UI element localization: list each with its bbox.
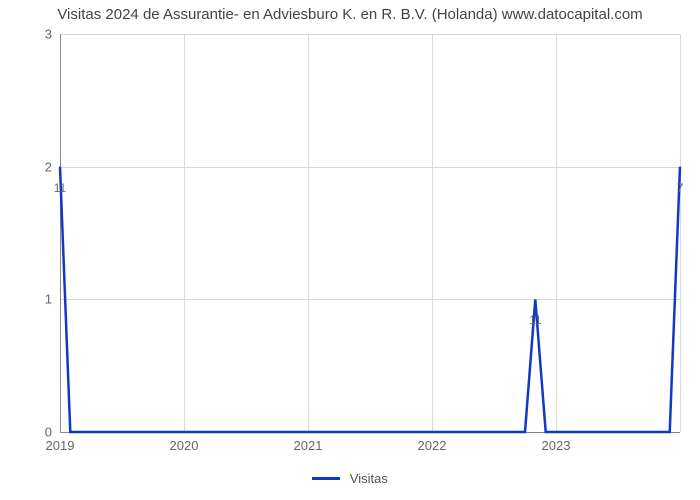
series-line	[60, 34, 680, 432]
data-point-label: 11	[529, 313, 541, 327]
chart-title: Visitas 2024 de Assurantie- en Adviesbur…	[0, 6, 700, 23]
legend-swatch	[312, 477, 340, 480]
x-tick-label: 2023	[542, 432, 571, 453]
y-tick-label: 1	[45, 292, 60, 307]
legend: Visitas	[0, 470, 700, 486]
y-tick-label: 2	[45, 159, 60, 174]
line-chart: Visitas 2024 de Assurantie- en Adviesbur…	[0, 0, 700, 500]
x-tick-label: 2019	[46, 432, 75, 453]
x-tick-label: 2022	[418, 432, 447, 453]
y-tick-label: 3	[45, 27, 60, 42]
legend-label: Visitas	[350, 471, 388, 486]
x-tick-label: 2021	[294, 432, 323, 453]
plot-area: 01232019202020212022202311117	[60, 34, 680, 432]
data-point-label: 7	[677, 181, 684, 195]
grid-line-v	[680, 34, 681, 432]
data-point-label: 11	[54, 181, 66, 195]
x-tick-label: 2020	[170, 432, 199, 453]
